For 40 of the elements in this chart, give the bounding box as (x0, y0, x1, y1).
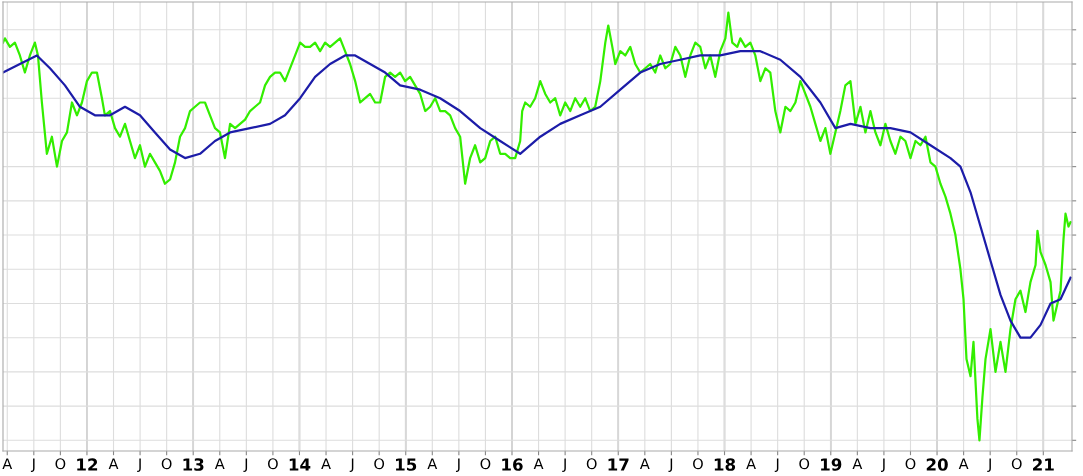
x-tick-label: J (562, 458, 566, 472)
x-tick-label: A (958, 458, 969, 470)
x-tick-label: J (30, 458, 35, 472)
x-tick-label: A (214, 458, 225, 470)
x-tick-label: 20 (926, 458, 948, 471)
x-tick-label: J (668, 458, 673, 472)
x-tick-label: 18 (714, 458, 736, 471)
x-tick-label: O (693, 458, 703, 470)
x-tick-label: J (881, 458, 885, 472)
x-tick-label: O (267, 458, 278, 470)
x-tick-label: O (480, 458, 491, 470)
x-tick-label: A (427, 458, 438, 470)
x-tick-label: 13 (183, 458, 204, 471)
x-tick-label: O (374, 458, 385, 470)
x-tick-label: A (2, 458, 13, 470)
x-tick-label: 21 (1033, 458, 1054, 471)
x-tick-label: O (586, 458, 597, 470)
x-tick-label: 17 (608, 458, 629, 471)
x-tick-label: 19 (821, 458, 842, 471)
x-tick-label: A (533, 458, 544, 470)
x-tick-label: 16 (502, 458, 523, 471)
x-tick-label: A (852, 458, 863, 470)
x-tick-label: J (137, 458, 141, 472)
x-tick-label: O (1011, 458, 1022, 470)
x-tick-label: 12 (77, 458, 98, 471)
x-tick-label: 15 (396, 458, 417, 471)
x-tick-label: A (746, 458, 756, 470)
x-tick-label: O (799, 458, 810, 470)
x-tick-label: J (455, 458, 460, 472)
x-tick-label: J (987, 458, 991, 472)
x-tick-label: O (55, 458, 66, 470)
x-tick-label: A (321, 458, 331, 470)
x-tick-label: O (905, 458, 916, 470)
x-tick-label: 14 (289, 458, 311, 471)
x-tick-label: J (774, 458, 779, 472)
x-tick-label: J (349, 458, 354, 472)
x-tick-label: A (108, 458, 119, 470)
x-tick-label: O (161, 458, 172, 470)
x-tick-label: J (243, 458, 248, 472)
x-tick-label: A (639, 458, 650, 470)
